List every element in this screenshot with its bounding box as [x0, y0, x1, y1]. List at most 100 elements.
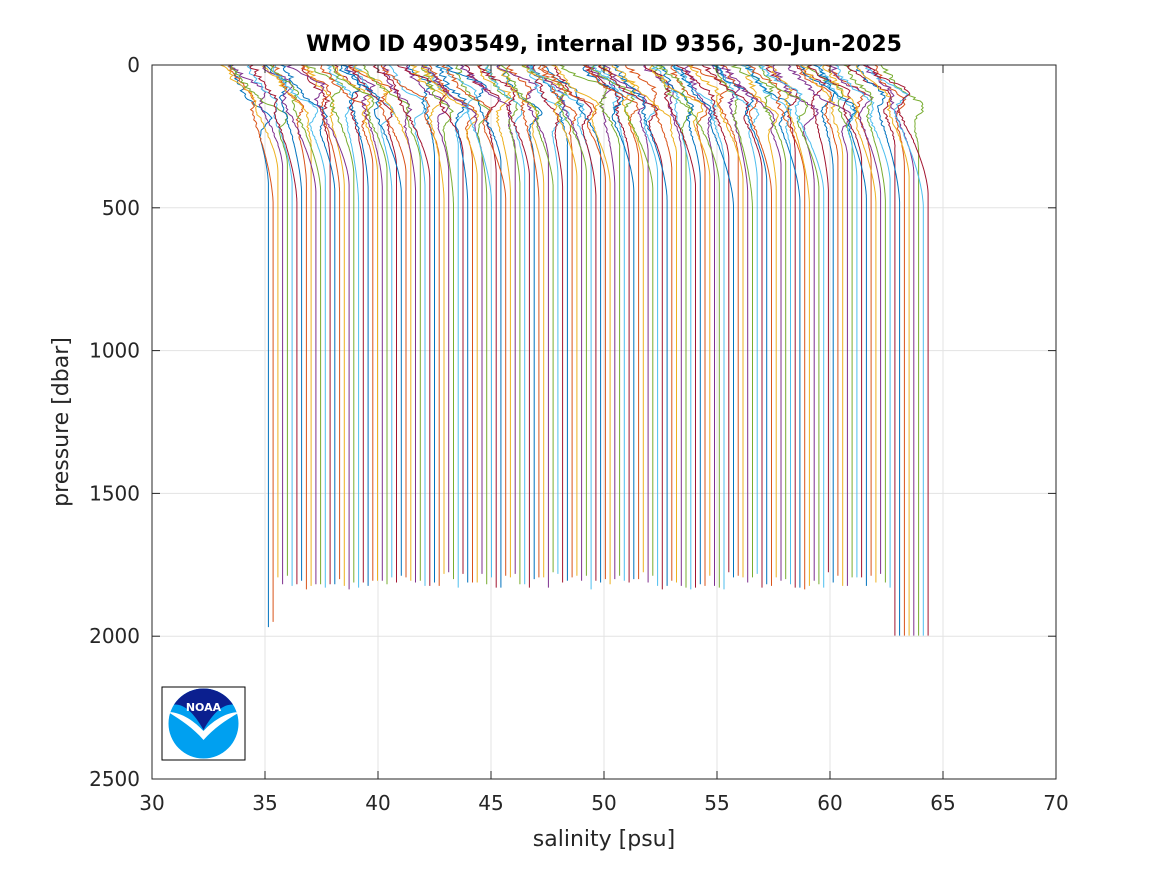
y-tick-label: 500: [102, 196, 140, 220]
y-axis-label: pressure [dbar]: [49, 337, 74, 507]
profile-line: [644, 64, 696, 588]
x-tick-label: 55: [704, 791, 729, 815]
profile-line: [441, 64, 507, 576]
profile-line: [613, 64, 668, 586]
profile-line: [864, 64, 924, 636]
profile-line: [230, 64, 289, 576]
profile-line: [786, 64, 853, 586]
profile-line: [798, 64, 844, 586]
profile-line: [395, 64, 464, 574]
profile-line: [427, 64, 478, 583]
profile-line: [272, 64, 326, 588]
profile-line: [597, 64, 663, 590]
profile-line: [800, 64, 836, 583]
profile-line: [334, 64, 364, 583]
profile-line: [658, 64, 701, 585]
profile-line: [600, 64, 659, 586]
profile-line: [498, 64, 554, 573]
profile-line: [764, 64, 800, 588]
x-tick-label: 65: [930, 791, 955, 815]
profile-line: [550, 64, 611, 585]
profile-line: [643, 64, 682, 586]
x-axis-label: salinity [psu]: [533, 827, 675, 852]
profile-line: [440, 64, 492, 578]
profile-line: [484, 64, 521, 585]
profile-line: [409, 64, 448, 574]
y-tick-label: 0: [127, 53, 140, 77]
profile-line: [435, 64, 469, 583]
profile-line: [420, 64, 470, 588]
x-tick-labels: 30 35 40 45 50 55 60 65 70: [139, 791, 1068, 815]
y-tick-label: 1000: [89, 339, 140, 363]
profile-line: [330, 64, 388, 585]
profile-line: [477, 64, 530, 588]
x-tick-label: 45: [478, 791, 503, 815]
profile-line: [559, 64, 621, 576]
profile-line: [710, 64, 749, 583]
y-tick-label: 2000: [89, 624, 140, 648]
profile-line: [348, 64, 407, 578]
profile-line: [525, 64, 570, 574]
profile-line: [405, 64, 435, 583]
profile-line: [584, 64, 630, 583]
chart-title: WMO ID 4903549, internal ID 9356, 30-Jun…: [306, 32, 902, 57]
profile-line: [611, 64, 677, 583]
profile-line: [590, 64, 625, 581]
profile-line: [484, 64, 526, 585]
profile-line: [582, 64, 640, 580]
profile-line: [420, 64, 479, 583]
profile-line: [596, 64, 644, 573]
profile-line: [380, 64, 440, 586]
profile-line: [505, 64, 540, 578]
profile-line: [330, 64, 378, 581]
profile-line: [351, 64, 396, 578]
profile-line: [475, 64, 512, 578]
profile-line: [326, 64, 360, 588]
profile-line: [285, 64, 350, 590]
profile-line: [320, 64, 374, 581]
profile-line: [340, 64, 402, 576]
profile-line: [420, 64, 454, 580]
profile-line: [824, 64, 872, 576]
profile-line: [387, 64, 428, 586]
profile-line: [846, 64, 896, 636]
profile-line: [688, 64, 739, 576]
profile-line: [768, 64, 810, 586]
profile-line: [834, 64, 891, 588]
profile-line: [347, 64, 397, 583]
x-tick-label: 35: [252, 791, 277, 815]
profile-line: [675, 64, 730, 573]
profile-line: [586, 64, 616, 580]
noaa-gull: [168, 712, 239, 740]
profile-line: [717, 64, 760, 574]
noaa-logo: NOAA: [161, 686, 246, 761]
profile-line: [264, 64, 303, 581]
x-tick-label: 40: [365, 791, 390, 815]
profile-line: [552, 64, 597, 581]
y-tick-labels: 0 500 1000 1500 2000 2500: [89, 53, 140, 791]
profile-line: [381, 64, 416, 583]
profile-line: [530, 64, 564, 583]
x-tick-label: 60: [817, 791, 842, 815]
profile-line: [673, 64, 734, 578]
profile-line: [740, 64, 779, 578]
profile-line: [271, 64, 307, 590]
profile-line: [261, 64, 312, 586]
profile-line: [520, 64, 587, 576]
profile-line: [249, 64, 298, 585]
profile-line: [873, 64, 907, 636]
profile-line: [712, 64, 753, 578]
grid-lines: [151, 64, 1057, 780]
profile-line: [740, 64, 793, 585]
x-tick-label: 50: [591, 791, 616, 815]
profile-line: [700, 64, 763, 588]
profile-line: [855, 64, 910, 636]
profile-line: [590, 64, 654, 576]
profile-line: [795, 64, 839, 576]
profile-line: [300, 64, 331, 585]
profile-line: [220, 64, 279, 578]
profile-line: [269, 64, 322, 585]
profile-line: [670, 64, 708, 586]
y-tick-label: 2500: [89, 767, 140, 791]
